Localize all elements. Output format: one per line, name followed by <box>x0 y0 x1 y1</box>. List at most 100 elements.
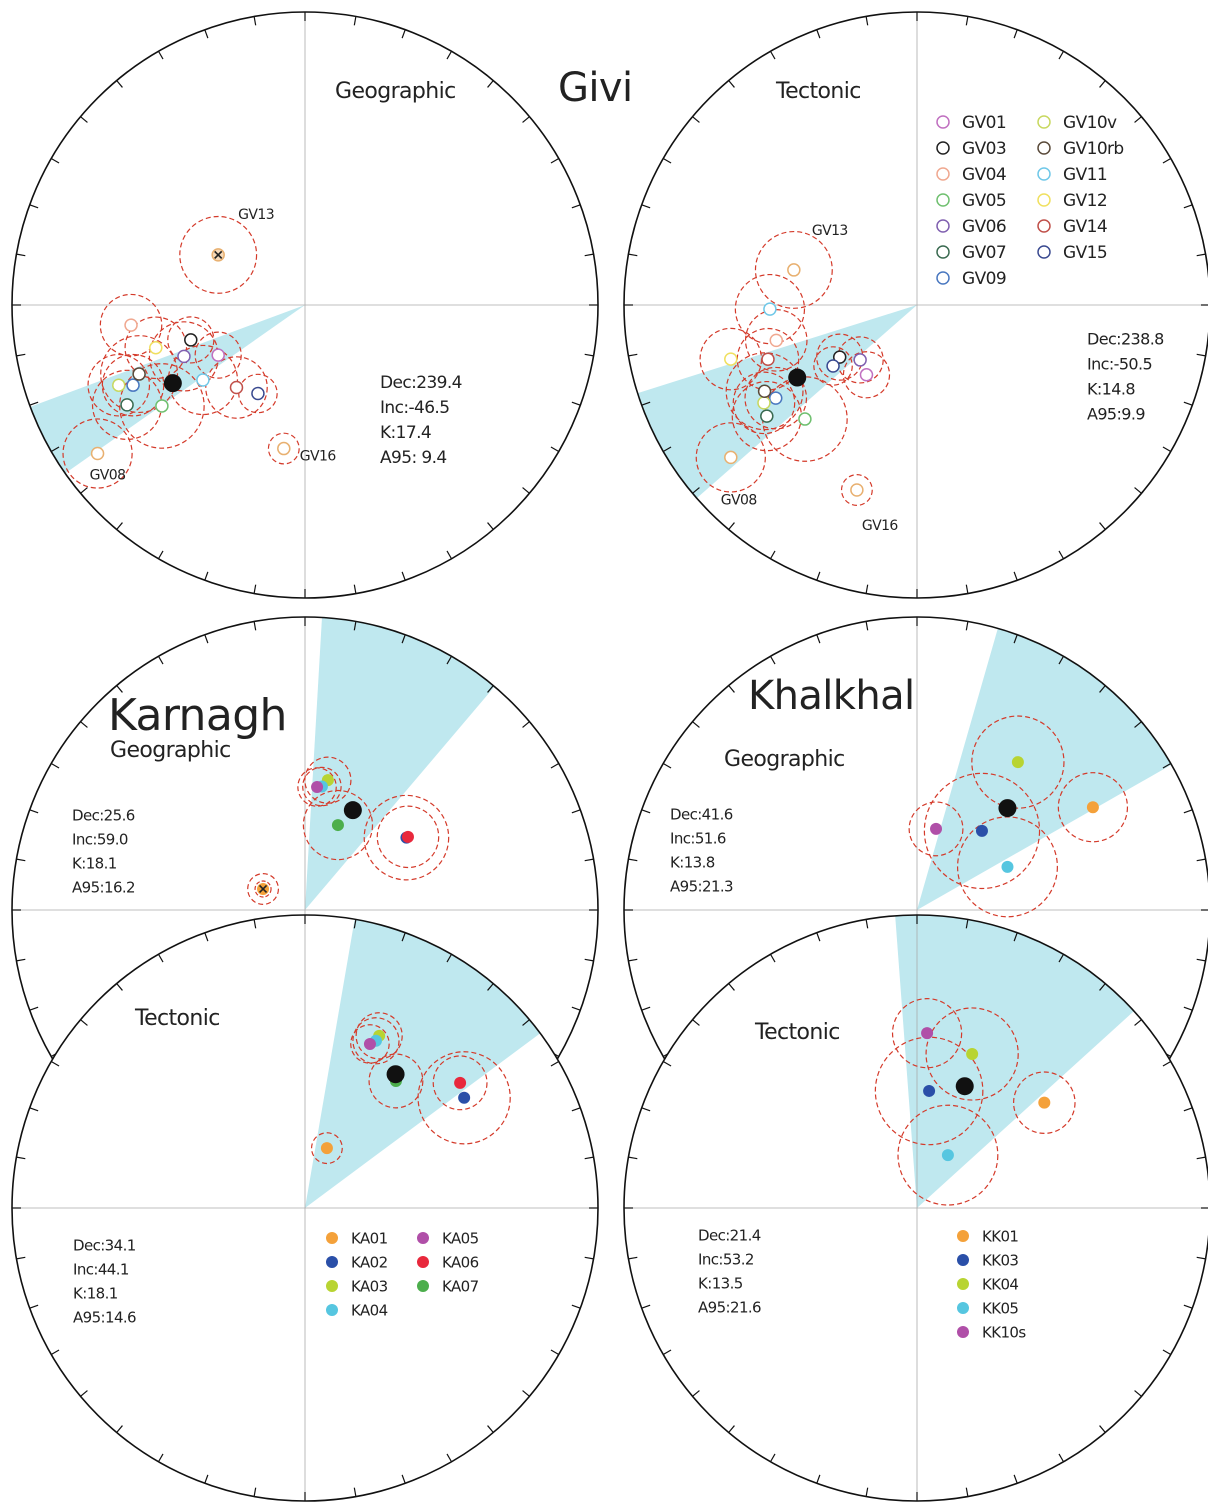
legend-label: KK10s <box>982 1324 1026 1342</box>
net-tick <box>1058 655 1065 665</box>
legend-marker <box>326 1280 338 1292</box>
legend-marker <box>326 1232 338 1244</box>
legend-label: GV03 <box>962 139 1006 159</box>
site-marker <box>401 830 414 843</box>
net-tick <box>641 1006 651 1011</box>
a95-ellipse <box>194 331 242 379</box>
net-tick <box>401 634 406 644</box>
net-tick <box>487 1425 494 1433</box>
mean-direction <box>163 374 182 393</box>
panel-subtitle: Tectonic <box>134 1006 220 1031</box>
net-tick <box>1162 446 1172 453</box>
legend-label: GV01 <box>962 113 1006 133</box>
a95-ellipse <box>754 230 833 309</box>
site-marker <box>112 378 126 392</box>
net-tick <box>769 953 776 963</box>
net-tick <box>1196 253 1206 257</box>
net-tick <box>584 958 594 962</box>
net-tick <box>487 522 494 530</box>
net-tick <box>584 353 594 357</box>
panel-title: Givi <box>558 65 633 111</box>
a95-ellipse <box>87 353 151 417</box>
net-tick <box>571 1304 581 1309</box>
mean-stat: Inc:51.6 <box>670 830 726 848</box>
site-marker <box>155 399 169 413</box>
net-tick <box>29 809 39 814</box>
mean-stat: A95:9.9 <box>1087 405 1145 424</box>
net-tick <box>1183 1304 1193 1309</box>
legend-marker <box>1037 167 1051 181</box>
net-tick <box>1099 685 1106 693</box>
net-tick <box>80 721 88 728</box>
legend-marker <box>1037 219 1051 233</box>
site-marker <box>826 359 840 373</box>
net-tick <box>204 29 209 39</box>
a95-ellipse <box>297 767 337 807</box>
net-tick <box>522 487 530 494</box>
net-tick <box>50 1060 60 1067</box>
site-marker <box>761 352 775 366</box>
legend-marker <box>936 167 950 181</box>
net-tick <box>1058 550 1065 560</box>
a95-ellipse <box>836 336 884 384</box>
net-tick <box>253 16 257 26</box>
legend-label: KA07 <box>442 1278 479 1296</box>
net-tick <box>16 253 26 257</box>
net-tick <box>584 253 594 257</box>
mean-stat: Dec:21.4 <box>698 1227 761 1245</box>
mean-stat: A95:21.3 <box>670 878 733 896</box>
a95-ellipse <box>732 371 796 435</box>
net-tick <box>204 571 209 581</box>
net-tick <box>1134 116 1142 123</box>
legend-marker <box>326 1256 338 1268</box>
legend-marker <box>936 115 950 129</box>
mean-stat: Dec:238.8 <box>1087 330 1164 349</box>
legend-marker <box>1037 141 1051 155</box>
net-tick <box>446 50 453 60</box>
mean-stat: K:17.4 <box>380 423 431 443</box>
a95-ellipse <box>179 215 258 294</box>
site-marker <box>320 1142 333 1155</box>
site-marker <box>923 1084 936 1097</box>
net-tick <box>1183 401 1193 406</box>
net-tick <box>446 1453 453 1463</box>
net-tick <box>1099 1425 1106 1433</box>
a95-ellipse <box>167 316 215 364</box>
net-tick <box>446 953 453 963</box>
net-tick <box>1162 762 1172 769</box>
net-tick <box>50 446 60 453</box>
legend-label: GV06 <box>962 217 1006 237</box>
net-tick <box>16 1256 26 1260</box>
site-marker <box>1086 801 1099 814</box>
a95-ellipse <box>891 998 963 1069</box>
net-tick <box>487 685 494 693</box>
legend-marker <box>417 1256 429 1268</box>
site-marker <box>966 1048 979 1061</box>
net-tick <box>965 16 969 26</box>
site-label: GV13 <box>238 207 274 223</box>
mean-stat: Inc:-50.5 <box>1087 355 1152 374</box>
site-marker <box>149 341 163 355</box>
net-tick <box>692 487 700 494</box>
excluded-mark <box>258 884 268 894</box>
net-tick <box>1196 958 1206 962</box>
site-marker <box>124 318 138 332</box>
net-tick <box>1134 721 1142 728</box>
net-tick <box>550 762 560 769</box>
mean-stat: Dec:25.6 <box>72 807 135 825</box>
a95-ellipse <box>417 1051 511 1145</box>
net-tick <box>641 1107 651 1112</box>
net-tick <box>571 809 581 814</box>
net-tick <box>204 1474 209 1484</box>
site-marker <box>277 441 291 456</box>
legend-label: KA06 <box>442 1254 479 1272</box>
panel-title: Khalkhal <box>748 673 915 719</box>
site-label: GV08 <box>90 468 126 484</box>
mean-stat: Inc:-46.5 <box>380 398 449 418</box>
site-marker <box>311 781 324 794</box>
net-tick <box>1134 487 1142 494</box>
net-tick <box>1196 1256 1206 1260</box>
net-tick <box>816 634 821 644</box>
net-tick <box>1196 1156 1206 1160</box>
site-marker <box>1038 1096 1051 1109</box>
